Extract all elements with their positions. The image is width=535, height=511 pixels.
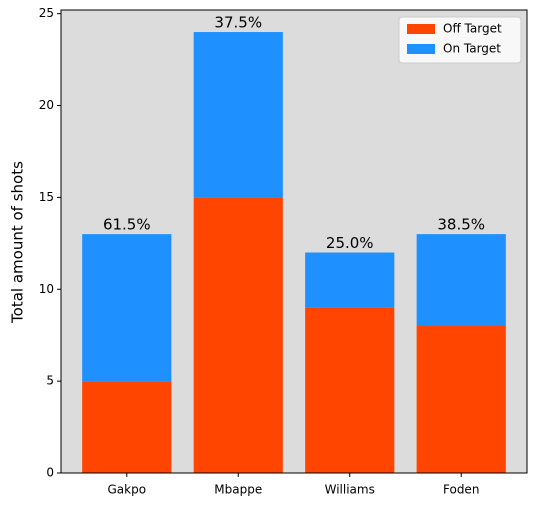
y-axis-label: Total amount of shots — [9, 161, 27, 324]
bar-segment — [82, 234, 172, 382]
x-tick-label: Foden — [443, 483, 479, 497]
bar-annotation: 25.0% — [326, 234, 374, 252]
y-tick-label: 15 — [39, 190, 54, 204]
bar-segment — [305, 252, 395, 308]
bar-segment — [82, 381, 172, 473]
legend-label: On Target — [443, 42, 501, 56]
y-tick-label: 0 — [46, 466, 54, 480]
bar-segment — [193, 197, 283, 473]
x-tick-label: Mbappe — [214, 483, 262, 497]
legend-swatch — [407, 24, 435, 34]
y-tick-label: 10 — [39, 282, 54, 296]
y-tick-label: 25 — [39, 6, 54, 20]
legend-swatch — [407, 44, 435, 54]
y-tick-label: 20 — [39, 98, 54, 112]
bar-annotation: 61.5% — [103, 216, 151, 234]
y-tick-label: 5 — [46, 374, 54, 388]
bar-annotation: 38.5% — [437, 216, 485, 234]
x-tick-label: Gakpo — [107, 483, 146, 497]
plot-frame — [60, 9, 528, 474]
bar-segment — [305, 307, 395, 473]
bar-segment — [416, 234, 506, 327]
bar-annotation: 37.5% — [214, 14, 262, 32]
legend-label: Off Target — [443, 22, 502, 36]
bar-segment — [193, 32, 283, 198]
bar-segment — [416, 326, 506, 473]
x-tick-label: Williams — [325, 483, 375, 497]
